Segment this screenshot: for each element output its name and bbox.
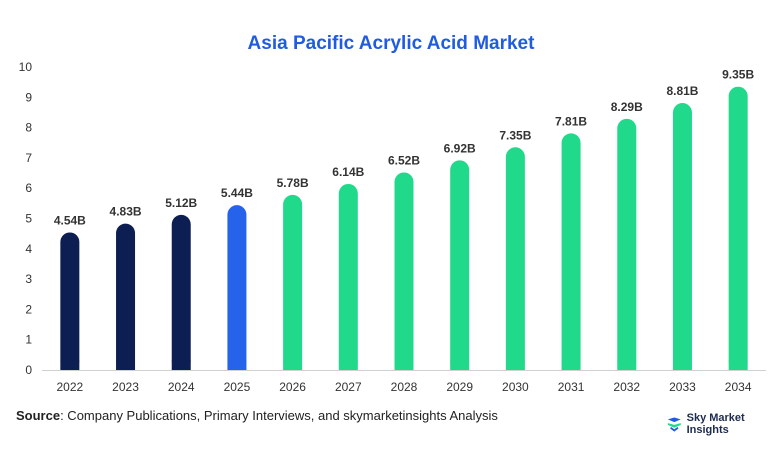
data-label: 6.92B: [444, 141, 476, 155]
data-label: 4.54B: [54, 213, 86, 227]
data-label: 9.35B: [722, 68, 754, 82]
data-label: 7.81B: [555, 114, 587, 128]
chart-title: Asia Pacific Acrylic Acid Market: [247, 33, 535, 54]
y-tick-label: 0: [25, 363, 32, 377]
data-label: 6.52B: [388, 153, 420, 167]
source-note: Source: Company Publications, Primary In…: [16, 408, 498, 423]
bar-base: [171, 360, 191, 370]
y-tick-label: 3: [25, 272, 32, 286]
bar-base: [60, 360, 80, 370]
sky-market-insights-logo-icon: [667, 417, 681, 432]
bar: [338, 183, 358, 370]
x-tick-label: 2026: [279, 380, 306, 394]
bar-base: [227, 360, 247, 370]
x-tick-label: 2028: [391, 380, 418, 394]
brand-logo: Sky Market Insights: [666, 412, 782, 436]
bar-base: [394, 360, 414, 370]
x-tick-label: 2023: [112, 380, 139, 394]
data-label: 7.35B: [499, 128, 531, 142]
y-tick-label: 7: [25, 151, 32, 165]
bar-base: [561, 360, 581, 370]
x-tick-label: 2022: [56, 380, 83, 394]
bar: [672, 103, 692, 370]
y-tick-label: 5: [25, 212, 32, 226]
bar: [617, 118, 637, 370]
y-tick-label: 6: [25, 181, 32, 195]
source-text: : Company Publications, Primary Intervie…: [60, 408, 498, 423]
x-tick-label: 2025: [224, 380, 251, 394]
data-label: 4.83B: [110, 205, 142, 219]
data-label: 8.29B: [611, 100, 643, 114]
bar: [505, 147, 525, 370]
y-tick-label: 2: [25, 302, 32, 316]
bar: [116, 223, 136, 370]
bar-chart: 0 1 2 3 4 5 6 7 8 9 10 4.54B 2022 4.83B 2023 5.12B 2024 5…: [19, 60, 766, 394]
bar-base: [283, 360, 303, 370]
x-tick-label: 2029: [446, 380, 473, 394]
bar: [561, 133, 581, 370]
bar-base: [505, 360, 525, 370]
bar-base: [728, 360, 748, 370]
bar: [728, 86, 748, 370]
data-label: 6.14B: [332, 165, 364, 179]
data-label: 8.81B: [666, 84, 698, 98]
bar: [60, 232, 80, 370]
x-tick-label: 2027: [335, 380, 362, 394]
bar-base: [338, 360, 358, 370]
bar-base: [116, 360, 136, 370]
brand-name: Sky Market Insights: [686, 412, 745, 436]
bar: [283, 194, 303, 370]
y-tick-label: 10: [19, 60, 33, 74]
y-tick-label: 1: [25, 333, 32, 347]
bar-base: [672, 360, 692, 370]
y-tick-label: 8: [25, 121, 32, 135]
x-tick-label: 2032: [613, 380, 640, 394]
x-tick-label: 2034: [725, 380, 752, 394]
x-tick-label: 2033: [669, 380, 696, 394]
bar-base: [450, 360, 470, 370]
x-tick-label: 2030: [502, 380, 529, 394]
bar: [450, 160, 470, 370]
bar: [227, 205, 247, 370]
bar: [394, 172, 414, 370]
y-tick-label: 9: [25, 90, 32, 104]
bar-base: [617, 360, 637, 370]
x-tick-label: 2024: [168, 380, 195, 394]
y-tick-label: 4: [25, 242, 32, 256]
data-label: 5.78B: [277, 176, 309, 190]
data-label: 5.44B: [221, 186, 253, 200]
source-label: Source: [16, 408, 61, 423]
data-label: 5.12B: [165, 196, 197, 210]
bar: [171, 214, 191, 370]
x-tick-label: 2031: [558, 380, 585, 394]
